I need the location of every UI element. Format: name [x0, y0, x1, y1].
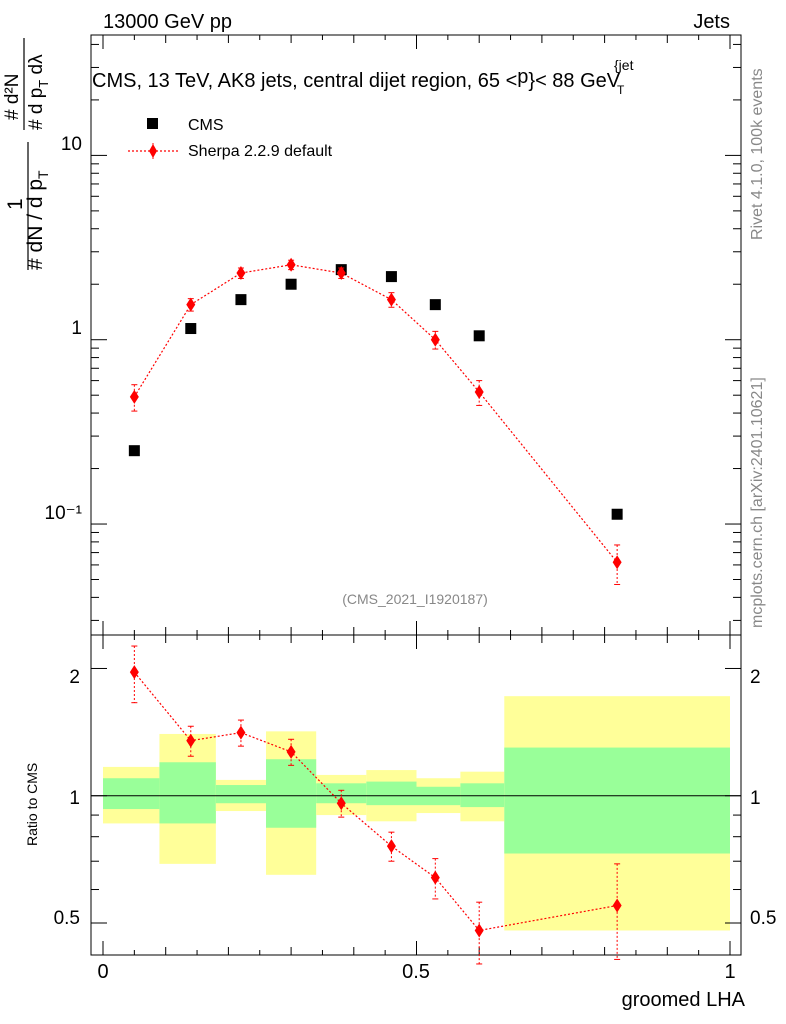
- mc-point-0: [129, 389, 139, 404]
- ylabel-frac-den-end: dλ: [26, 54, 47, 80]
- axis-ticks: [91, 35, 741, 955]
- ylabel-frac-den: # d pT dλ: [26, 54, 51, 130]
- x-tick-label-1: 1: [724, 961, 735, 983]
- mc-point-1: [186, 297, 196, 312]
- band-inner-4: [316, 783, 367, 804]
- ratio-point-0: [129, 665, 139, 680]
- beam-label: 13000 GeV pp: [103, 11, 232, 33]
- cms-point-2: [235, 294, 247, 306]
- process-label: Jets: [693, 11, 730, 33]
- data-markers: [128, 257, 623, 965]
- band-inner-0: [103, 778, 160, 810]
- ylabel-main: # dN / d pT: [24, 170, 51, 270]
- ratio-point-1: [186, 733, 196, 748]
- ylabel-main-sub: T: [35, 170, 51, 179]
- plot-title-end: }< 88 GeV: [528, 70, 620, 92]
- rivet-label: Rivet 4.1.0, 100k events: [749, 68, 766, 240]
- ratio-tick-2-left: 2: [69, 667, 80, 688]
- ratio-point-4: [336, 796, 346, 811]
- ylabel-frac-den-text: # d p: [26, 88, 47, 130]
- ratio-tick-2-right: 2: [750, 667, 761, 688]
- cms-point-0: [128, 445, 140, 457]
- mc-point-6: [430, 332, 440, 347]
- ratio-point-6: [430, 870, 440, 885]
- ratio-point-2: [236, 725, 246, 740]
- x-tick-label-0: 0: [97, 961, 108, 983]
- y-axis-label-bottom: Ratio to CMS: [24, 763, 40, 846]
- mc-point-8: [612, 555, 622, 570]
- y-tick-label-10: 10: [61, 134, 82, 155]
- mc-point-7: [474, 385, 484, 400]
- y-tick-label-1: 1: [71, 318, 82, 339]
- band-inner-1: [159, 762, 216, 824]
- uncertainty-bands: [103, 696, 730, 931]
- ratio-point-8: [612, 898, 622, 913]
- x-axis-label: groomed LHA: [622, 989, 746, 1011]
- ratio-point-5: [386, 839, 396, 854]
- cms-point-8: [611, 508, 623, 520]
- ylabel-frac-num: # d²N: [2, 74, 23, 120]
- mc-point-4: [336, 266, 346, 281]
- plot-title-sub: T: [617, 83, 625, 97]
- band-inner-3: [266, 759, 317, 828]
- analysis-label: (CMS_2021_I1920187): [342, 591, 488, 607]
- ratio-tick-1-right: 1: [750, 788, 761, 809]
- ylabel-frac-den-sub: T: [36, 80, 51, 88]
- ratio-tick-0p5-left: 0.5: [54, 908, 80, 929]
- ylabel-one: 1: [4, 198, 27, 210]
- plot-title-sup: {jet: [614, 57, 634, 73]
- cms-point-3: [285, 278, 297, 290]
- plot-title-main: CMS, 13 TeV, AK8 jets, central dijet reg…: [92, 70, 517, 92]
- ratio-tick-0p5-right: 0.5: [750, 908, 776, 929]
- ratio-point-7: [474, 923, 484, 938]
- mc-line-top: [133, 264, 618, 563]
- cms-point-1: [185, 323, 197, 335]
- legend-sherpa-marker: [149, 144, 157, 158]
- ratio-point-3: [286, 744, 296, 759]
- band-inner-5: [366, 781, 417, 806]
- y-axis-label-top: # dN / d pT 1 # d²N # d pT dλ: [2, 38, 51, 270]
- legend-cms-marker: [147, 118, 158, 129]
- plot-title-pt: p: [517, 66, 528, 88]
- mc-point-5: [386, 292, 396, 307]
- ratio-tick-1-left: 1: [69, 788, 80, 809]
- band-inner-7: [460, 783, 505, 808]
- band-inner-8: [504, 747, 730, 854]
- band-inner-2: [215, 785, 267, 804]
- mcplots-label: mcplots.cern.ch [arXiv:2401.10621]: [749, 377, 766, 628]
- plot-title: CMS, 13 TeV, AK8 jets, central dijet reg…: [92, 66, 621, 92]
- mc-point-2: [236, 266, 246, 281]
- cms-point-5: [385, 271, 397, 283]
- legend-cms-label: CMS: [188, 117, 224, 134]
- legend-sherpa-label: Sherpa 2.2.9 default: [188, 143, 333, 160]
- mc-point-3: [286, 257, 296, 272]
- y-tick-label-0p1: 10⁻¹: [45, 503, 83, 524]
- cms-point-7: [473, 330, 485, 342]
- x-tick-label-05: 0.5: [402, 961, 430, 983]
- cms-point-6: [429, 299, 441, 311]
- ylabel-main-text: # dN / d p: [24, 179, 47, 270]
